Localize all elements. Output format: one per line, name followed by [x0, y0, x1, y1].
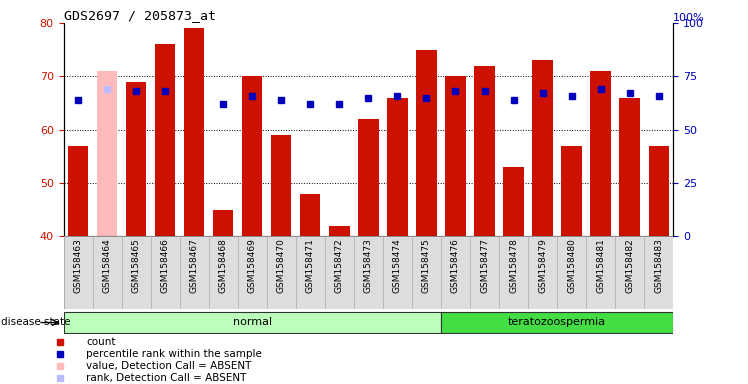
Bar [64, 312, 441, 333]
Bar [590, 71, 611, 236]
Bar [445, 76, 466, 236]
Text: GDS2697 / 205873_at: GDS2697 / 205873_at [64, 9, 215, 22]
Text: teratozoospermia: teratozoospermia [508, 317, 606, 327]
Text: GSM158481: GSM158481 [596, 238, 605, 293]
Bar [503, 167, 524, 236]
Text: count: count [86, 336, 115, 347]
Text: GSM158471: GSM158471 [306, 238, 315, 293]
Text: GSM158467: GSM158467 [190, 238, 199, 293]
Text: GSM158477: GSM158477 [480, 238, 489, 293]
Text: GSM158475: GSM158475 [422, 238, 431, 293]
Bar [300, 194, 320, 236]
Bar [155, 44, 175, 236]
Text: GSM158483: GSM158483 [654, 238, 663, 293]
Bar [213, 210, 233, 236]
Text: GSM158463: GSM158463 [73, 238, 82, 293]
Bar [441, 312, 673, 333]
Text: GSM158480: GSM158480 [567, 238, 576, 293]
Bar [242, 76, 263, 236]
Text: GSM158470: GSM158470 [277, 238, 286, 293]
Text: value, Detection Call = ABSENT: value, Detection Call = ABSENT [86, 361, 251, 371]
Bar [474, 66, 494, 236]
Bar [68, 146, 88, 236]
Text: normal: normal [233, 317, 272, 327]
Text: GSM158468: GSM158468 [218, 238, 227, 293]
Bar [533, 60, 553, 236]
Text: GSM158466: GSM158466 [161, 238, 170, 293]
Text: GSM158476: GSM158476 [451, 238, 460, 293]
Text: GSM158474: GSM158474 [393, 238, 402, 293]
Bar [271, 135, 292, 236]
Bar [184, 28, 204, 236]
Bar [649, 146, 669, 236]
Bar [417, 50, 437, 236]
Text: disease state: disease state [1, 317, 71, 327]
Bar [126, 82, 147, 236]
Bar [358, 119, 378, 236]
Text: rank, Detection Call = ABSENT: rank, Detection Call = ABSENT [86, 372, 246, 382]
Bar [619, 98, 640, 236]
Bar [329, 225, 349, 236]
Text: GSM158472: GSM158472 [335, 238, 344, 293]
Text: GSM158465: GSM158465 [132, 238, 141, 293]
Text: GSM158464: GSM158464 [102, 238, 111, 293]
Text: GSM158473: GSM158473 [364, 238, 373, 293]
Bar [562, 146, 582, 236]
Text: GSM158478: GSM158478 [509, 238, 518, 293]
Bar [97, 71, 117, 236]
Text: 100%: 100% [673, 13, 705, 23]
Text: GSM158482: GSM158482 [625, 238, 634, 293]
Text: percentile rank within the sample: percentile rank within the sample [86, 349, 262, 359]
Bar [387, 98, 408, 236]
Text: GSM158479: GSM158479 [538, 238, 547, 293]
Text: GSM158469: GSM158469 [248, 238, 257, 293]
